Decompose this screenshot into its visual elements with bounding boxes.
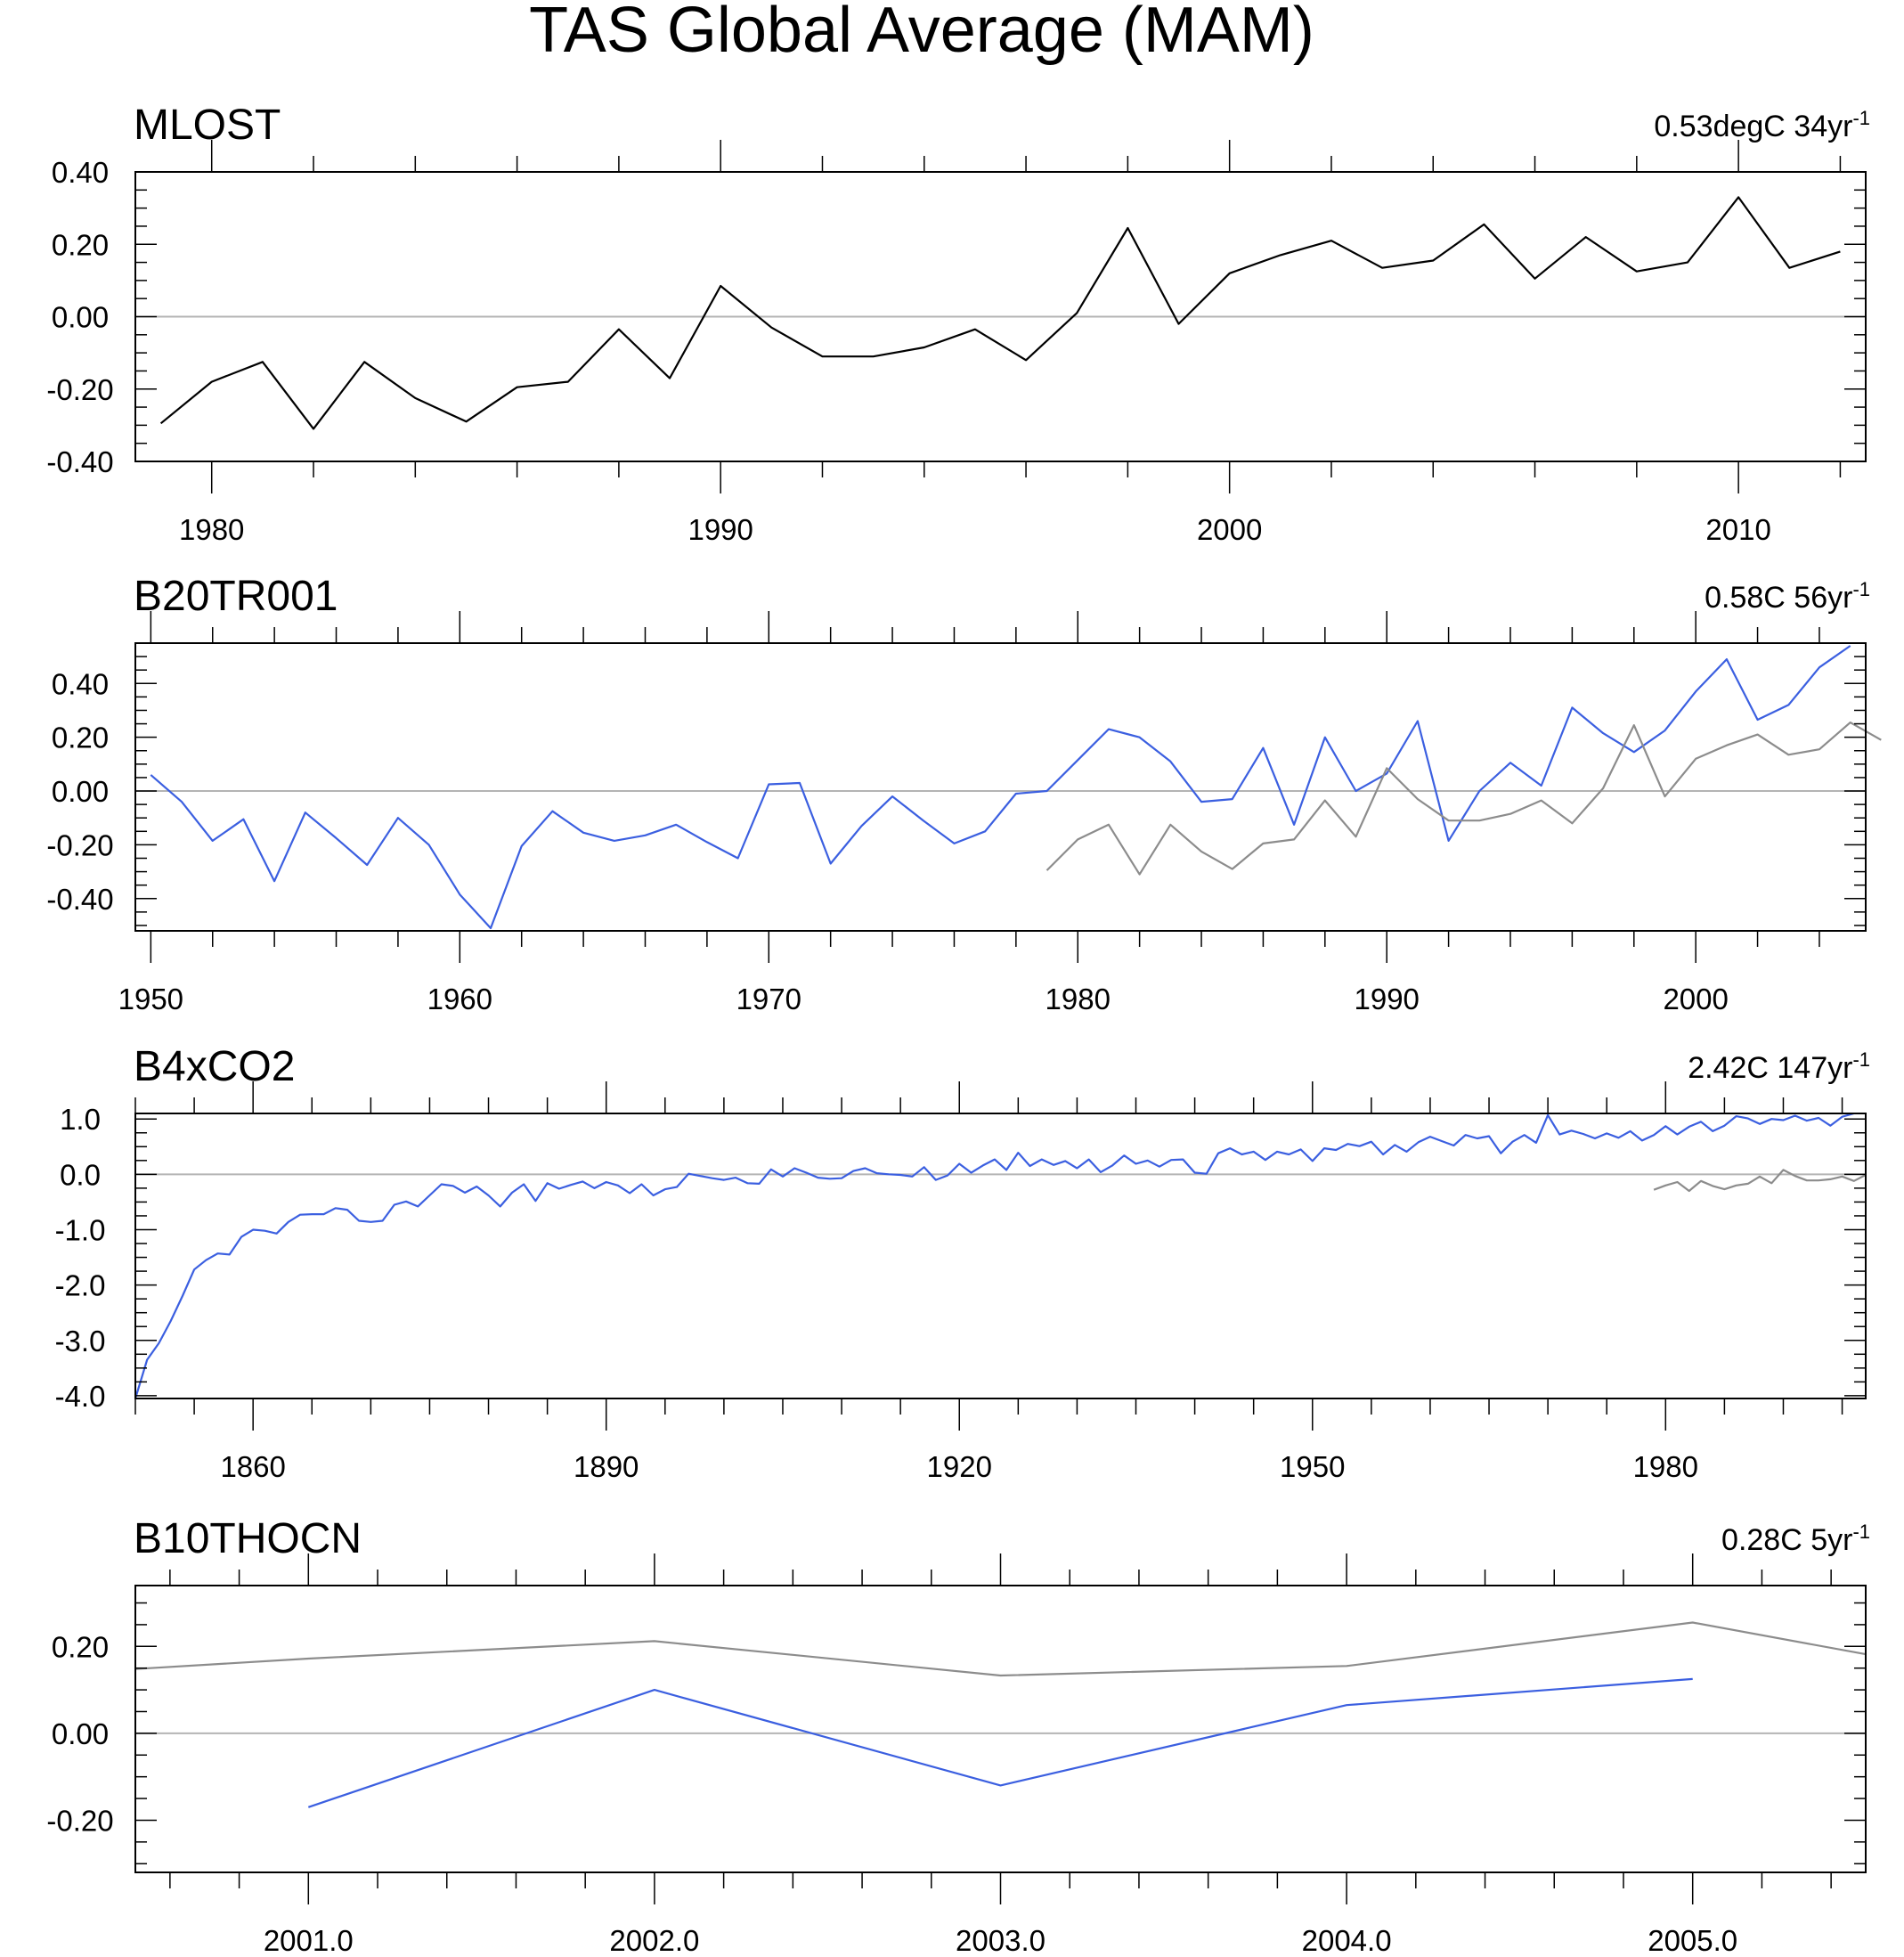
y-tick-label: -0.20	[46, 373, 113, 406]
x-tick-label: 1990	[1354, 983, 1419, 1015]
y-tick-label: -3.0	[55, 1325, 106, 1358]
panel-title: B20TR001	[134, 573, 338, 620]
series-line-b20tr001	[150, 645, 1851, 930]
panel-title: MLOST	[134, 102, 281, 149]
y-tick-label: -1.0	[55, 1213, 106, 1246]
y-tick-label: 0.40	[52, 156, 109, 189]
trend-annotation: 0.58C 56yr-1	[1705, 578, 1870, 615]
series-line-b10thocn	[307, 1677, 1693, 1808]
series-line-mlost	[1046, 721, 1882, 876]
plot-frame	[134, 1585, 1867, 1873]
series-line-mlost	[134, 1621, 1867, 1677]
x-tick-label: 1920	[927, 1450, 992, 1483]
trend-annotation: 0.53degC 34yr-1	[1654, 107, 1870, 143]
y-tick-label: -0.20	[46, 1804, 113, 1837]
y-tick-label: -0.20	[46, 828, 113, 861]
x-tick-label: 1950	[118, 983, 183, 1015]
y-tick-label: 0.00	[52, 301, 109, 334]
y-tick-label: -0.40	[46, 445, 113, 478]
x-tick-label: 1950	[1280, 1450, 1345, 1483]
x-tick-label: 1990	[688, 513, 753, 546]
y-tick-label: 0.0	[60, 1158, 101, 1191]
series-line-mlost	[1653, 1169, 1867, 1193]
x-tick-label: 2002.0	[609, 1924, 699, 1957]
x-tick-label: 1980	[179, 513, 244, 546]
y-tick-label: 0.40	[52, 667, 109, 700]
x-tick-label: 1970	[736, 983, 801, 1015]
figure-title: TAS Global Average (MAM)	[529, 0, 1314, 66]
plot-frame	[134, 1113, 1867, 1399]
series-line-b4xco2	[134, 1112, 1855, 1399]
y-tick-label: 1.0	[60, 1103, 101, 1136]
chart-panel-4: B10THOCN 0.28C 5yr-1 -0.20 0.00 0.20 2001.0 20…	[46, 1515, 1870, 1957]
series-line-mlost	[159, 196, 1841, 430]
y-tick-label: -0.40	[46, 883, 113, 916]
x-tick-label: 2010	[1705, 513, 1770, 546]
y-tick-label: 0.20	[52, 722, 109, 754]
x-tick-label: 2004.0	[1302, 1924, 1392, 1957]
x-tick-label: 1890	[574, 1450, 639, 1483]
x-tick-label: 1860	[220, 1450, 285, 1483]
x-tick-label: 2001.0	[264, 1924, 354, 1957]
x-tick-label: 2005.0	[1648, 1924, 1737, 1957]
x-tick-label: 2000	[1663, 983, 1728, 1015]
y-tick-label: -4.0	[55, 1380, 106, 1413]
panel-title: B10THOCN	[134, 1515, 362, 1562]
y-tick-label: -2.0	[55, 1269, 106, 1302]
y-tick-label: 0.20	[52, 1630, 109, 1663]
plot-frame	[134, 642, 1867, 932]
x-tick-label: 1980	[1633, 1450, 1698, 1483]
chart-panel-2: B20TR001 0.58C 56yr-1 -0.40 -0.20 0.00 0.20 0.…	[46, 573, 1882, 1015]
x-tick-label: 1980	[1046, 983, 1111, 1015]
x-tick-label: 2000	[1197, 513, 1262, 546]
y-tick-label: 0.00	[52, 1717, 109, 1750]
trend-annotation: 0.28C 5yr-1	[1721, 1521, 1870, 1557]
y-tick-label: 0.00	[52, 775, 109, 808]
chart-panel-3: B4xCO2 2.42C 147yr-1 -4.0 -3.0 -2.0 -1.0 0.0 1.…	[55, 1043, 1870, 1483]
trend-annotation: 2.42C 147yr-1	[1688, 1048, 1870, 1085]
panel-title: B4xCO2	[134, 1043, 295, 1090]
y-tick-label: 0.20	[52, 228, 109, 261]
x-tick-label: 1960	[427, 983, 492, 1015]
chart-panel-1: MLOST 0.53degC 34yr-1 -0.40 -0.20 0.00 0.20 0.…	[46, 102, 1870, 546]
x-tick-label: 2003.0	[956, 1924, 1046, 1957]
